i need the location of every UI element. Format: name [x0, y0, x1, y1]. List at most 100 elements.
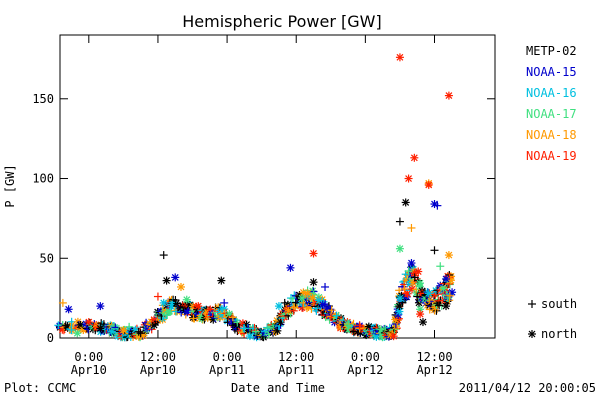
- data-point: [395, 244, 404, 253]
- y-tick-label: 0: [47, 331, 54, 345]
- y-axis-label: P [GW]: [3, 164, 17, 207]
- data-point: [220, 298, 229, 307]
- background-point: [167, 302, 176, 311]
- x-axis-label: Date and Time: [231, 381, 325, 395]
- data-point: [84, 318, 93, 327]
- data-point: [442, 274, 451, 283]
- y-tick-label: 150: [32, 92, 54, 106]
- data-point: [67, 326, 76, 335]
- x-tick-label: 0:00: [74, 350, 103, 364]
- background-point: [435, 301, 444, 310]
- background-point: [245, 332, 254, 341]
- data-point: [309, 249, 318, 258]
- data-point: [182, 295, 191, 304]
- data-point: [280, 298, 289, 307]
- background-point: [171, 296, 180, 305]
- data-point: [436, 262, 445, 271]
- data-point: [274, 302, 283, 311]
- x-tick-sublabel: Apr11: [209, 363, 245, 377]
- data-point: [344, 321, 353, 330]
- background-point: [445, 291, 454, 300]
- data-point: [96, 302, 105, 311]
- data-point: [171, 273, 180, 282]
- data-point: [119, 326, 128, 335]
- x-tick-label: 12:00: [416, 350, 452, 364]
- plot-frame: [59, 34, 496, 339]
- data-point: [251, 327, 260, 336]
- legend-item: METP-02: [526, 44, 577, 58]
- y-tick-label: 50: [40, 251, 54, 265]
- x-tick-sublabel: Apr12: [416, 363, 452, 377]
- chart-title: Hemispheric Power [GW]: [182, 12, 381, 31]
- legend-item: NOAA-16: [526, 86, 577, 100]
- x-tick-label: 12:00: [140, 350, 176, 364]
- data-point: [309, 278, 318, 287]
- data-point: [61, 321, 70, 330]
- data-point: [395, 53, 404, 62]
- data-point: [416, 310, 425, 319]
- data-point: [332, 311, 341, 320]
- background-point: [439, 284, 448, 293]
- data-point: [433, 201, 442, 210]
- data-point: [410, 153, 419, 162]
- marker-legend-label: south: [541, 297, 577, 311]
- legend-item: NOAA-18: [526, 128, 577, 142]
- data-point: [395, 294, 404, 303]
- x-tick-sublabel: Apr10: [140, 363, 176, 377]
- background-point: [233, 318, 242, 327]
- footer-left: Plot: CCMC: [4, 381, 76, 395]
- marker-legend: south north: [528, 297, 577, 341]
- data-point: [286, 263, 295, 272]
- x-tick-label: 0:00: [351, 350, 380, 364]
- background-point: [134, 327, 143, 336]
- data-point: [424, 180, 433, 189]
- data-point: [159, 298, 168, 307]
- x-tick-label: 0:00: [213, 350, 242, 364]
- data-point: [153, 292, 162, 301]
- background-point: [389, 332, 398, 341]
- background-point: [416, 279, 425, 288]
- y-tick-label: 100: [32, 172, 54, 186]
- data-point: [176, 282, 185, 291]
- data-point: [159, 251, 168, 260]
- x-axis: 0:00Apr1012:00Apr100:00Apr1112:00Apr110:…: [71, 35, 453, 377]
- x-tick-sublabel: Apr10: [71, 363, 107, 377]
- data-point: [240, 324, 249, 333]
- data-point: [217, 276, 226, 285]
- data-point: [418, 318, 427, 327]
- data-point: [96, 324, 105, 333]
- background-point: [276, 318, 285, 327]
- legend-marker: [528, 330, 536, 338]
- background-point: [400, 285, 409, 294]
- data-point: [349, 327, 358, 336]
- data-point: [125, 322, 134, 331]
- data-point: [404, 267, 413, 276]
- background-point: [284, 306, 293, 315]
- data-point: [107, 327, 116, 336]
- data-point: [444, 251, 453, 260]
- data-point: [424, 289, 433, 298]
- background-point: [414, 267, 423, 276]
- legend-item: NOAA-15: [526, 65, 577, 79]
- background-point: [111, 323, 120, 332]
- data-point: [401, 198, 410, 207]
- data-point: [413, 292, 422, 301]
- background-point: [183, 308, 192, 317]
- legend-item: NOAA-17: [526, 107, 577, 121]
- data-point: [404, 174, 413, 183]
- data-point: [355, 321, 364, 330]
- data-point: [228, 321, 237, 330]
- legend-marker: [528, 300, 536, 308]
- background-point: [258, 332, 267, 341]
- data-point: [407, 223, 416, 232]
- series-legend: METP-02 NOAA-15 NOAA-16 NOAA-17 NOAA-18 NOAA-…: [526, 44, 577, 163]
- data-point: [321, 282, 330, 291]
- data-point: [444, 91, 453, 100]
- background-point: [327, 306, 336, 315]
- x-tick-label: 12:00: [278, 350, 314, 364]
- data-point: [395, 217, 404, 226]
- data-point: [303, 289, 312, 298]
- x-tick-sublabel: Apr12: [347, 363, 383, 377]
